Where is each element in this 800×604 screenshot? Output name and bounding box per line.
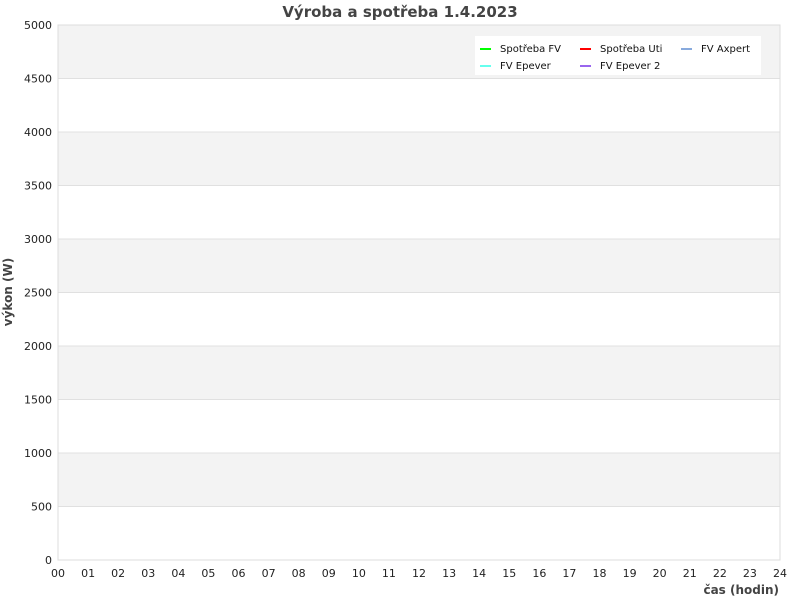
plot-background <box>58 25 780 560</box>
x-tick-label: 01 <box>81 567 95 580</box>
x-tick-label: 00 <box>51 567 65 580</box>
grid-band <box>58 132 780 186</box>
x-tick-label: 04 <box>171 567 185 580</box>
x-tick-label: 24 <box>773 567 787 580</box>
legend-label: FV Epever 2 <box>600 61 660 72</box>
grid-band <box>58 453 780 507</box>
y-tick-label: 0 <box>45 554 52 567</box>
plot-frame <box>57 24 781 561</box>
x-tick-label: 14 <box>472 567 486 580</box>
x-tick-label: 11 <box>382 567 396 580</box>
x-tick-label: 07 <box>262 567 276 580</box>
x-tick-label: 10 <box>352 567 366 580</box>
x-tick-label: 19 <box>623 567 637 580</box>
legend: Spotřeba FV Spotřeba Uti FV Axpert FV Epeve… <box>475 36 761 75</box>
y-axis-label: výkon (W) <box>1 258 15 326</box>
grid-band <box>58 185 780 239</box>
x-tick-label: 05 <box>201 567 215 580</box>
y-tick-label: 3000 <box>24 233 52 246</box>
y-tick-label: 4000 <box>24 126 52 139</box>
x-tick-label: 18 <box>593 567 607 580</box>
y-tick-label: 5000 <box>24 19 52 32</box>
y-tick-label: 1500 <box>24 394 52 407</box>
x-tick-label: 16 <box>532 567 546 580</box>
x-tick-label: 03 <box>141 567 155 580</box>
x-axis-label: čas (hodin) <box>703 583 779 597</box>
grid-band <box>58 506 780 560</box>
y-tick-label: 1000 <box>24 447 52 460</box>
x-tick-label: 15 <box>502 567 516 580</box>
y-axis-ticks: 0 500 1000 1500 2000 2500 3000 3500 4000 4500 5000 <box>24 19 52 567</box>
y-tick-label: 4500 <box>24 73 52 86</box>
x-tick-label: 23 <box>743 567 757 580</box>
x-tick-label: 12 <box>412 567 426 580</box>
y-tick-label: 2000 <box>24 340 52 353</box>
legend-box <box>475 36 761 75</box>
x-tick-label: 21 <box>683 567 697 580</box>
grid-band <box>58 239 780 293</box>
y-tick-label: 2500 <box>24 287 52 300</box>
legend-label: FV Axpert <box>701 44 750 55</box>
x-tick-label: 22 <box>713 567 727 580</box>
legend-label: Spotřeba FV <box>500 43 561 55</box>
y-tick-label: 3500 <box>24 180 52 193</box>
x-axis-ticks: 00 01 02 03 04 05 06 07 08 09 10 11 12 13 14 15 16 17 18 19… <box>51 567 787 580</box>
legend-label: Spotřeba Uti <box>600 43 662 55</box>
x-tick-label: 09 <box>322 567 336 580</box>
x-tick-label: 17 <box>562 567 576 580</box>
y-tick-label: 500 <box>31 501 52 514</box>
x-tick-label: 20 <box>653 567 667 580</box>
grid-band <box>58 292 780 346</box>
grid-band <box>58 346 780 400</box>
x-tick-label: 02 <box>111 567 125 580</box>
x-tick-label: 13 <box>442 567 456 580</box>
chart-title: Výroba a spotřeba 1.4.2023 <box>282 3 517 21</box>
legend-label: FV Epever <box>500 61 552 72</box>
grid-band <box>58 78 780 132</box>
x-tick-label: 08 <box>292 567 306 580</box>
grid-band <box>58 399 780 453</box>
x-tick-label: 06 <box>232 567 246 580</box>
